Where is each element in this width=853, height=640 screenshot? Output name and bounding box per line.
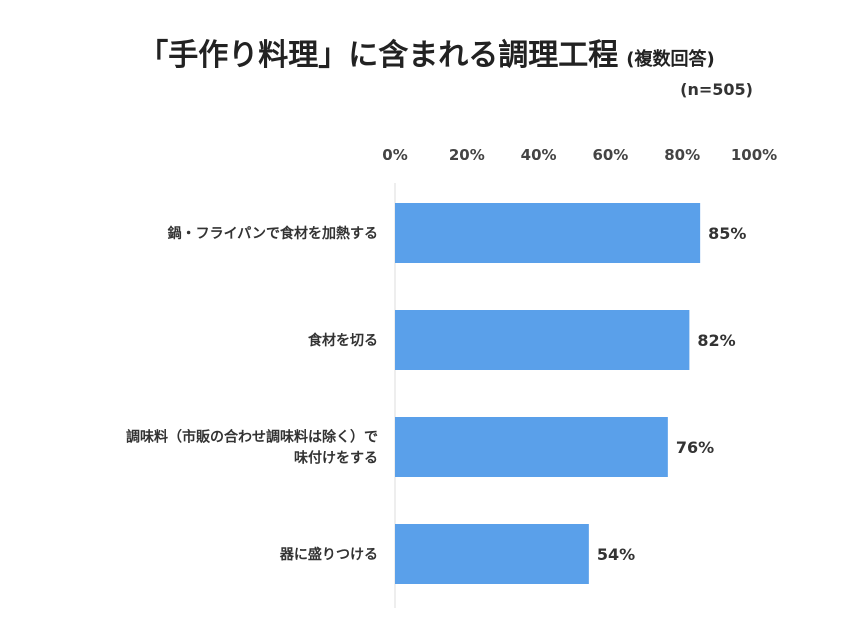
chart-title-sub: (複数回答) bbox=[626, 49, 715, 70]
x-tick-label: 60% bbox=[592, 146, 628, 164]
x-tick-label: 80% bbox=[664, 146, 700, 164]
bar-value-label: 85% bbox=[708, 224, 746, 243]
bar-value-label: 54% bbox=[597, 545, 635, 564]
category-label: 味付けをする bbox=[294, 450, 378, 467]
category-label: 食材を切る bbox=[308, 332, 378, 349]
sample-size-note: (n=505) bbox=[680, 80, 753, 99]
x-tick-label: 0% bbox=[382, 146, 407, 164]
bar bbox=[395, 203, 701, 263]
bar bbox=[395, 310, 690, 370]
x-tick-label: 100% bbox=[731, 146, 777, 164]
bar bbox=[395, 417, 668, 477]
chart-title-main: 「手作り料理」に含まれる調理工程 bbox=[138, 38, 619, 73]
bar bbox=[395, 524, 589, 584]
category-label: 調味料（市販の合わせ調味料は除く）で bbox=[126, 429, 378, 446]
bar-value-label: 82% bbox=[697, 331, 735, 350]
bar-value-label: 76% bbox=[676, 438, 714, 457]
category-label: 器に盛りつける bbox=[279, 546, 378, 563]
chart-title: 「手作り料理」に含まれる調理工程 (複数回答) bbox=[0, 30, 853, 74]
x-tick-label: 20% bbox=[449, 146, 485, 164]
x-tick-label: 40% bbox=[521, 146, 557, 164]
category-label: 鍋・フライパンで食材を加熱する bbox=[168, 225, 378, 242]
